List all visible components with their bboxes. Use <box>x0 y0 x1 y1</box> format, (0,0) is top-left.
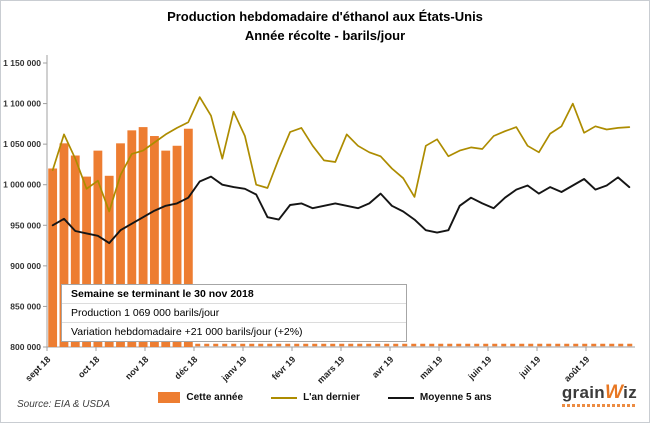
bar-week-3 <box>82 176 91 347</box>
bar-week-11 <box>172 145 182 347</box>
legend-item-this-year: Cette année <box>158 392 243 403</box>
chart-title-line1: Production hebdomadaire d'éthanol aux Ét… <box>167 9 483 24</box>
grainwiz-logo: grainWiz <box>561 383 637 407</box>
source-note: Source: EIA & USDA <box>17 399 110 410</box>
legend-item-last-year: L'an dernier <box>271 392 360 403</box>
logo-grain: grain <box>561 383 605 402</box>
x-month-label: mai 19 <box>418 354 445 381</box>
x-month-label: nov 18 <box>123 354 150 381</box>
grainwiz-logo-text: grainWiz <box>562 383 637 402</box>
bars-this-year <box>48 127 193 347</box>
bar-week-0 <box>48 168 58 347</box>
x-month-label: févr 19 <box>270 354 298 382</box>
bar-week-6 <box>116 143 125 347</box>
chart-title: Production hebdomadaire d'éthanol aux Ét… <box>1 8 649 46</box>
bar-week-8 <box>138 127 148 347</box>
annotation-production: Production 1 069 000 barils/jour <box>62 304 406 323</box>
average-line-icon <box>387 396 414 399</box>
this-year-swatch-icon <box>158 392 181 403</box>
bar-week-9 <box>150 136 159 347</box>
bar-week-1 <box>59 143 69 347</box>
x-month-label: mars 19 <box>315 354 346 385</box>
y-tick-label: 1 050 000 <box>3 139 41 149</box>
y-tick-label: 950 000 <box>10 220 41 230</box>
x-month-label: janv 19 <box>219 354 248 383</box>
annotation-variation: Variation hebdomadaire +21 000 barils/jo… <box>71 326 303 338</box>
chart-legend: Cette année L'an dernier Moyenne 5 ans <box>1 392 649 403</box>
bar-week-4 <box>93 150 103 347</box>
x-month-label: oct 18 <box>76 354 101 379</box>
x-month-label: juin 19 <box>465 354 493 382</box>
bar-week-10 <box>161 150 171 347</box>
annotation-box: Semaine se terminant le 30 nov 2018 Prod… <box>61 284 407 342</box>
y-tick-label: 1 000 000 <box>3 180 41 190</box>
legend-label-last-year: L'an dernier <box>303 392 360 403</box>
bar-week-7 <box>127 130 137 347</box>
chart-title-line2: Année récolte - barils/jour <box>244 27 406 43</box>
last-year-line <box>51 96 631 213</box>
y-tick-label: 800 000 <box>10 342 41 352</box>
logo-iz: iz <box>623 383 637 402</box>
x-month-label: sept 18 <box>23 354 52 383</box>
annotation-week: Semaine se terminant le 30 nov 2018 <box>62 285 406 304</box>
y-tick-label: 850 000 <box>10 301 41 311</box>
month-labels: sept 18 oct 18 nov 18 déc 18 janv 19 févr 19 m… <box>23 347 591 385</box>
logo-w: W <box>604 382 624 403</box>
x-month-label: avr 19 <box>370 354 395 379</box>
legend-label-5yr-average: Moyenne 5 ans <box>419 392 492 403</box>
y-tick-label: 1 150 000 <box>3 58 41 68</box>
x-month-label: août 19 <box>562 354 591 383</box>
y-axis-labels: 800 000 850 000 900 000 950 000 1 000 000 1 0… <box>3 58 47 352</box>
bar-week-12 <box>183 128 193 347</box>
legend-item-5yr-average: Moyenne 5 ans <box>387 392 492 403</box>
y-tick-label: 900 000 <box>10 261 41 271</box>
bar-week-5 <box>104 175 114 347</box>
last-year-line-icon <box>271 396 298 399</box>
legend-label-this-year: Cette année <box>186 392 244 403</box>
x-month-label: déc 18 <box>173 354 200 381</box>
five-year-average-line <box>51 175 631 245</box>
x-month-label: juil 19 <box>517 354 543 380</box>
grainwiz-tagline <box>561 404 637 407</box>
ethanol-chart-svg: 800 000 850 000 900 000 950 000 1 000 000 1 0… <box>3 55 635 385</box>
bar-week-2 <box>70 155 80 347</box>
y-tick-label: 1 100 000 <box>3 99 41 109</box>
